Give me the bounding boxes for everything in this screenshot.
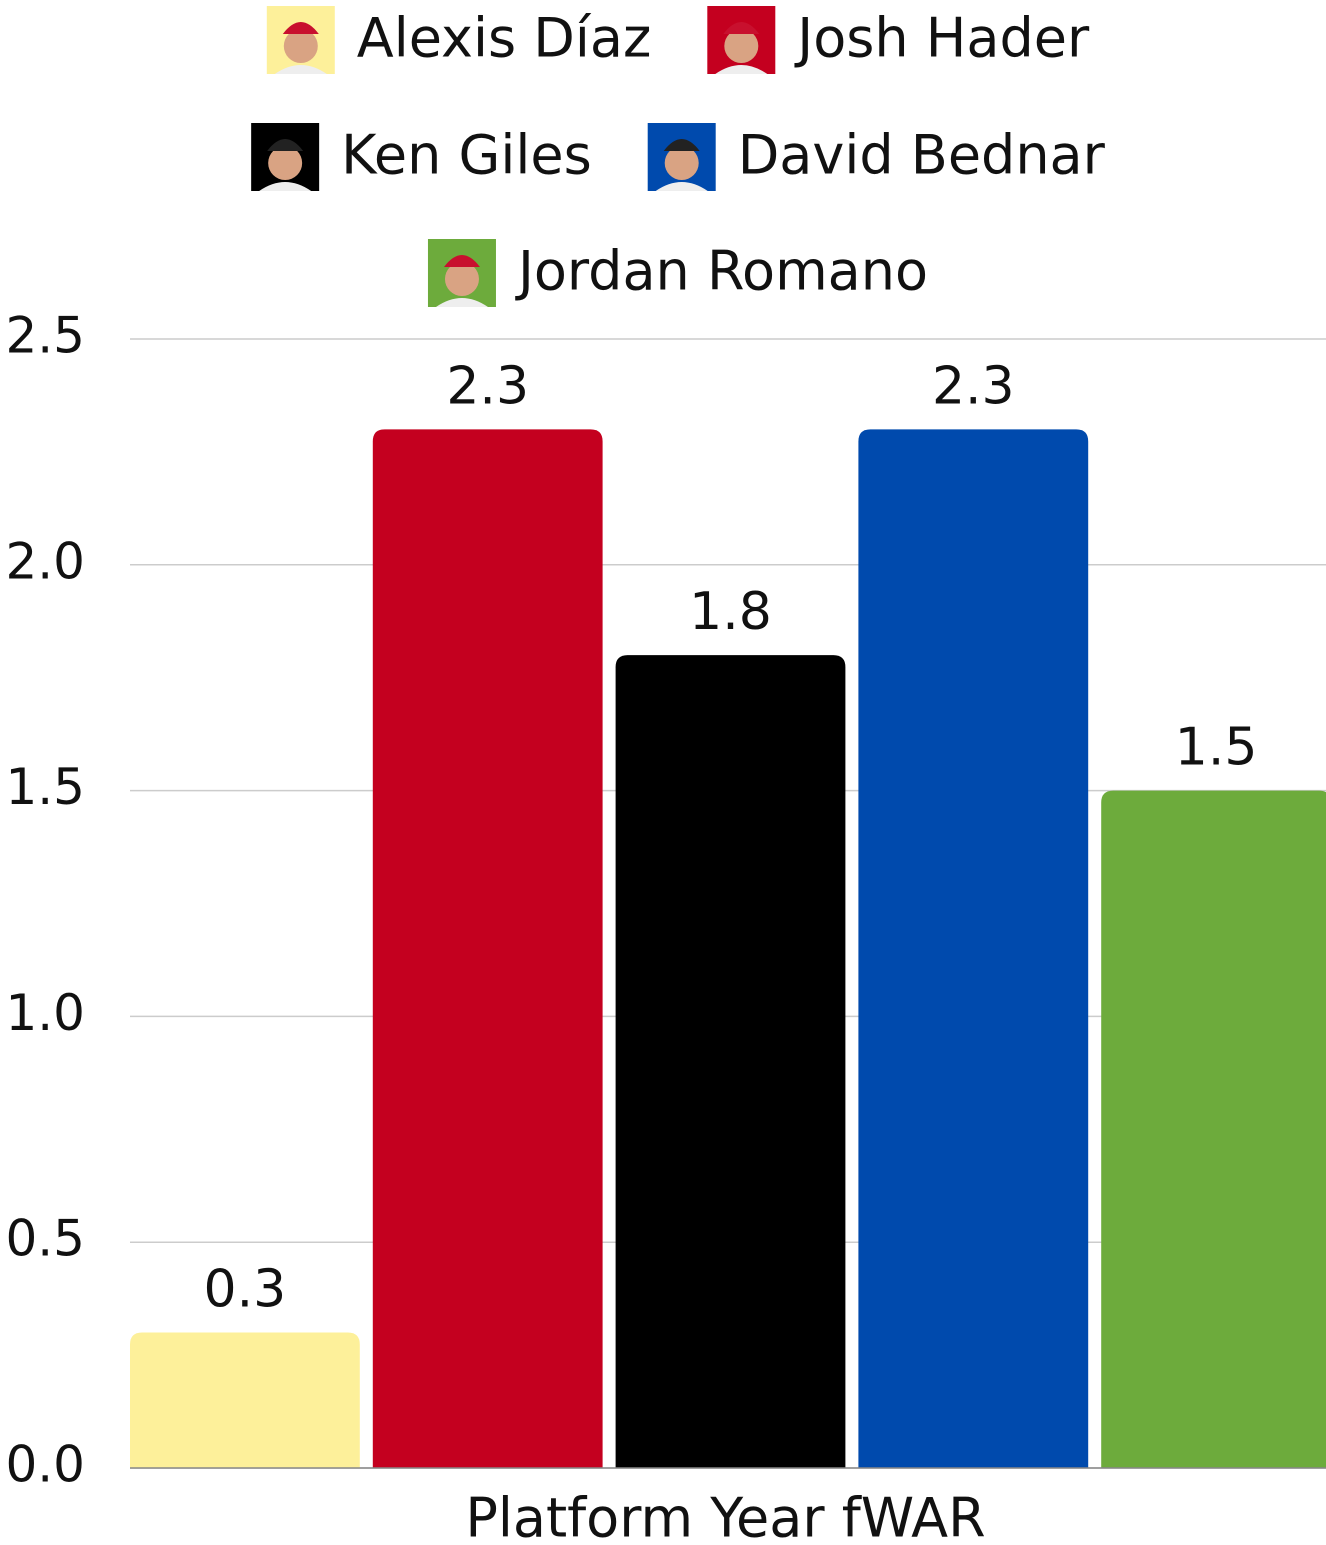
legend-label: Jordan Romano bbox=[515, 240, 928, 303]
legend-label: Ken Giles bbox=[341, 124, 592, 187]
legend-cap bbox=[282, 22, 319, 34]
y-tick-label: 2.5 bbox=[5, 307, 85, 365]
legend-face bbox=[268, 146, 303, 180]
bar bbox=[130, 1332, 360, 1468]
bar bbox=[615, 655, 846, 1468]
legend-item: Jordan Romano bbox=[427, 239, 928, 307]
legend-shirt bbox=[435, 298, 488, 307]
y-tick-label: 1.5 bbox=[5, 758, 85, 816]
y-tick-label: 1.0 bbox=[5, 984, 85, 1042]
legend-cap bbox=[663, 139, 700, 151]
legend-cap bbox=[267, 139, 304, 151]
legend-item: David Bednar bbox=[647, 123, 1106, 191]
value-label: 1.8 bbox=[689, 582, 772, 642]
y-tick-label: 2.0 bbox=[5, 532, 85, 590]
value-label: 1.5 bbox=[1175, 718, 1258, 778]
legend-face bbox=[664, 146, 699, 180]
legend-face bbox=[283, 29, 318, 63]
legend-cap bbox=[723, 22, 760, 34]
legend-label: Josh Hader bbox=[794, 7, 1090, 70]
y-tick-label: 0.5 bbox=[5, 1210, 85, 1268]
legend-item: Alexis Díaz bbox=[266, 6, 652, 74]
legend-face bbox=[724, 29, 759, 63]
legend-label: Alexis Díaz bbox=[357, 7, 652, 70]
x-axis-category: Platform Year fWAR bbox=[465, 1487, 985, 1545]
y-tick-label: 0.0 bbox=[5, 1436, 85, 1494]
legend-shirt bbox=[259, 182, 312, 191]
legend-shirt bbox=[715, 65, 768, 74]
bar bbox=[858, 429, 1089, 1468]
value-label: 2.3 bbox=[932, 356, 1015, 416]
bar bbox=[372, 429, 603, 1468]
legend-cap bbox=[443, 255, 480, 267]
value-label: 0.3 bbox=[204, 1260, 287, 1320]
legend-item: Josh Hader bbox=[707, 6, 1090, 74]
legend-item: Ken Giles bbox=[251, 123, 592, 191]
legend-shirt bbox=[655, 182, 708, 191]
value-label: 2.3 bbox=[446, 356, 529, 416]
legend-label: David Bednar bbox=[738, 124, 1106, 187]
legend-face bbox=[444, 262, 479, 296]
legend-shirt bbox=[274, 65, 327, 74]
bar bbox=[1101, 790, 1326, 1468]
